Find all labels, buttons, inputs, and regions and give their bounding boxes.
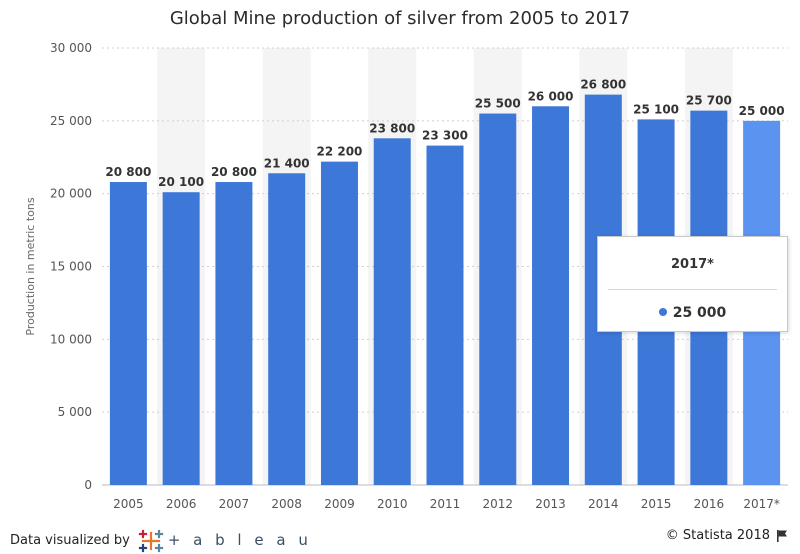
data-label: 26 000 [528, 89, 574, 103]
data-label: 25 500 [475, 97, 521, 111]
visualized-by-text: Data visualized by [10, 532, 130, 548]
series-dot-icon [658, 308, 667, 316]
x-tick-label: 2005 [113, 497, 144, 511]
x-tick-label: 2010 [377, 497, 408, 511]
chart-tooltip: 2017* 25 000 [597, 236, 788, 332]
tableau-logo-icon[interactable] [138, 528, 164, 554]
x-tick-label: 2015 [641, 497, 672, 511]
y-tick-label: 20 000 [50, 187, 92, 201]
x-tick-label: 2009 [324, 497, 355, 511]
bar [532, 106, 570, 486]
data-label: 26 800 [580, 78, 626, 92]
bar [373, 138, 411, 485]
x-tick-label: 2006 [166, 497, 197, 511]
tableau-wordmark[interactable]: + a b l e a u [167, 531, 312, 549]
bar [479, 113, 517, 486]
footer-attribution: Data visualized by + a b l e a u [10, 527, 312, 553]
x-tick-label: 2012 [482, 497, 513, 511]
y-tick-label: 10 000 [50, 332, 92, 346]
data-label: 23 800 [369, 121, 415, 135]
x-tick-label: 2011 [430, 497, 461, 511]
y-tick-label: 30 000 [50, 41, 92, 55]
data-label: 25 000 [739, 104, 785, 118]
bar [426, 145, 464, 485]
x-tick-label: 2007 [219, 497, 250, 511]
data-label: 23 300 [422, 129, 468, 143]
data-label: 21 400 [264, 156, 310, 170]
x-tick-label: 2014 [588, 497, 619, 511]
y-tick-label: 0 [84, 478, 92, 492]
tooltip-divider [608, 289, 777, 290]
flag-icon[interactable] [776, 529, 788, 542]
data-label: 25 100 [633, 102, 679, 116]
tooltip-value-row: 25 000 [598, 305, 787, 321]
data-label: 22 200 [316, 145, 362, 159]
copyright-text[interactable]: © Statista 2018 [665, 528, 770, 543]
x-tick-label: 2013 [535, 497, 566, 511]
bar [268, 173, 306, 486]
x-tick-label: 2016 [694, 497, 725, 511]
bar [109, 182, 147, 485]
x-tick-label: 2008 [271, 497, 302, 511]
x-tick-label: 2017* [743, 497, 780, 511]
chart-title: Global Mine production of silver from 20… [169, 8, 631, 29]
y-tick-label: 25 000 [50, 114, 92, 128]
bar [215, 182, 253, 485]
tooltip-title: 2017* [671, 257, 714, 272]
y-tick-label: 5 000 [58, 405, 92, 419]
y-axis-title: Production in metric tons [24, 197, 37, 335]
footer-copyright: © Statista 2018 [666, 528, 788, 543]
bar [162, 192, 200, 485]
data-label: 20 800 [211, 165, 257, 179]
bar [320, 161, 358, 485]
tooltip-value: 25 000 [672, 305, 727, 321]
y-tick-label: 15 000 [50, 260, 92, 274]
data-label: 20 100 [158, 175, 204, 189]
data-label: 20 800 [105, 165, 151, 179]
data-label: 25 700 [686, 94, 732, 108]
